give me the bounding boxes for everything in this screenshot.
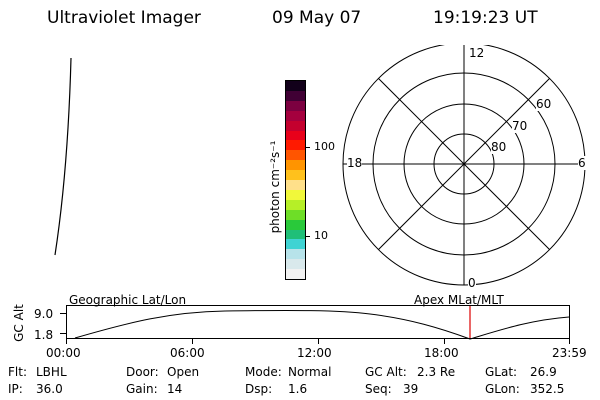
lat-label-70: 70 [512,119,528,133]
image-panel-left [54,57,72,256]
colorbar-band [286,120,305,131]
status-gcalt-label: GC Alt: [365,365,407,379]
mlt-label-18: 18 [347,156,363,170]
image-edge-trace [54,57,72,256]
status-gain-label: Gain: [126,382,158,396]
colorbar-band [286,149,305,161]
x-tick-06-00: 06:00 [170,346,205,360]
colorbar-band [286,238,305,250]
colorbar-band [286,100,305,111]
colorbar-band [286,268,305,279]
colorbar-band [286,258,305,270]
status-door-value: Open [167,365,200,379]
colorbar-band [286,110,305,121]
status-glat-value: 26.9 [530,365,557,379]
status-seq-label: Seq: [365,382,392,396]
colorbar-band [286,130,305,141]
polar-grid [342,45,586,286]
colorbar-band [286,90,305,101]
status-mode-value: Normal [288,365,332,379]
status-flt-value: LBHL [36,365,67,379]
colorbar-tick-mark [305,147,310,148]
timeline-plot [60,305,570,344]
status-door-label: Door: [126,365,159,379]
apex-caption: Apex MLat/MLT [414,293,504,307]
x-tick-12-00: 12:00 [297,346,332,360]
status-gain-value: 14 [167,382,183,396]
status-dsp-label: Dsp: [245,382,273,396]
status-flt-label: Flt: [8,365,27,379]
status-gcalt-value: 2.3 Re [417,365,456,379]
status-glat-label: GLat: [485,365,518,379]
colorbar-band [286,189,305,200]
geographic-caption: Geographic Lat/Lon [69,293,187,307]
date-label: 09 May 07 [272,8,362,28]
lat-label-60: 60 [536,97,552,111]
colorbar-band [286,229,305,240]
colorbar-tick-10: 10 [314,229,328,242]
colorbar-unit-label: photon cm⁻²s⁻¹ [268,140,282,234]
status-ip-label: IP: [8,382,23,396]
polar-diagonal-2 [378,78,550,250]
mlt-label-0: 0 [468,276,476,290]
status-mode-label: Mode: [245,365,282,379]
status-dsp-value: 1.6 [288,382,308,396]
colorbar-band [286,179,305,190]
lat-label-80: 80 [491,140,507,154]
mlt-label-12: 12 [469,46,485,60]
colorbar-band [286,169,305,180]
status-seq-value: 39 [403,382,419,396]
colorbar [285,80,306,280]
status-ip-value: 36.0 [36,382,63,396]
instrument-title: Ultraviolet Imager [47,8,201,28]
mlt-label-6: 6 [578,156,586,170]
x-tick-18-00: 18:00 [424,346,459,360]
colorbar-band [286,219,305,230]
colorbar-band [286,209,305,220]
y-tick-9: 9.0 [34,307,54,321]
x-tick-23-59: 23:59 [552,346,587,360]
colorbar-band [286,199,305,210]
colorbar-band [286,139,305,151]
colorbar-tick-100: 100 [314,140,335,153]
colorbar-band [286,248,305,260]
y-tick-1-8: 1.8 [34,328,54,342]
altitude-curve [74,309,570,340]
colorbar-band [286,159,305,171]
colorbar-band [286,80,305,91]
colorbar-tick-mark [305,236,310,237]
status-glon-value: 352.5 [530,382,565,396]
status-glon-label: GLon: [485,382,520,396]
time-label: 19:19:23 UT [433,8,538,28]
x-tick-00-00: 00:00 [46,346,81,360]
